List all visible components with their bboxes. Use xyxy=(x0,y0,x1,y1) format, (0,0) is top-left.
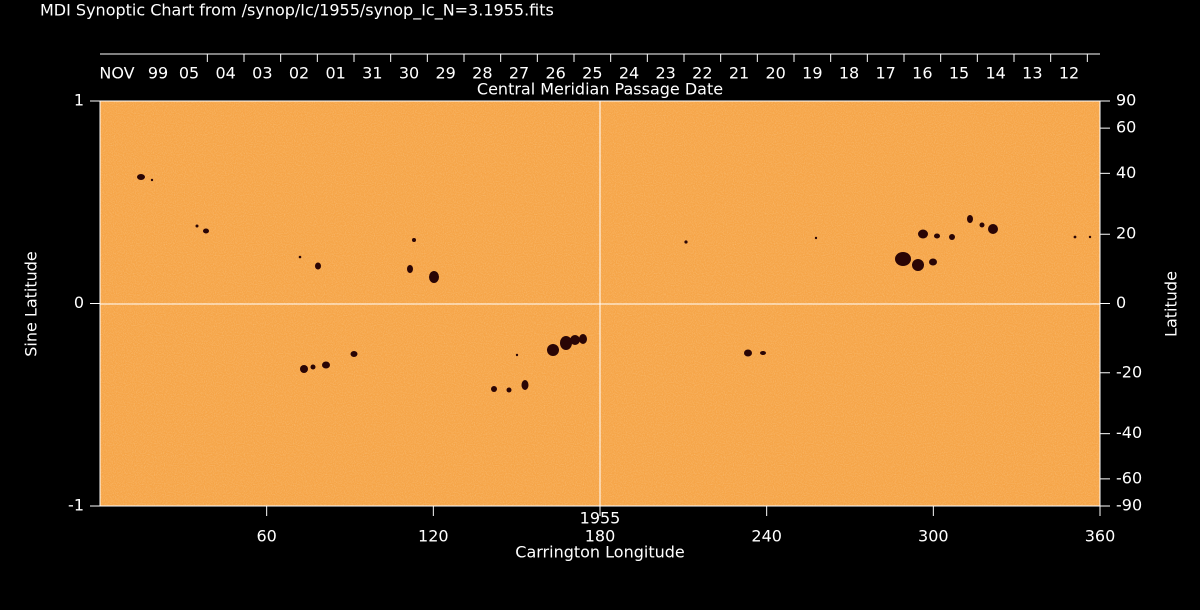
x-tick-label: 120 xyxy=(418,527,449,546)
x-axis-label: Carrington Longitude xyxy=(515,543,684,562)
x-tick-label: 300 xyxy=(918,527,949,546)
top-axis-date: 02 xyxy=(289,64,309,83)
top-axis-date: 18 xyxy=(839,64,859,83)
y-tick-label: -1 xyxy=(68,496,84,515)
y2-tick-label: 40 xyxy=(1116,163,1136,182)
top-axis-prefix: NOV xyxy=(99,64,134,83)
rotation-label: 1955 xyxy=(580,509,621,528)
top-axis-date: 14 xyxy=(985,64,1005,83)
y-axis-label: Sine Latitude xyxy=(22,251,41,357)
top-axis-label: Central Meridian Passage Date xyxy=(477,80,723,99)
top-axis-date: 29 xyxy=(435,64,455,83)
top-axis-date: 17 xyxy=(875,64,895,83)
y2-tick-label: -60 xyxy=(1116,468,1142,487)
top-axis-date: 21 xyxy=(729,64,749,83)
top-axis-date: 20 xyxy=(765,64,785,83)
y2-tick-label: 20 xyxy=(1116,224,1136,243)
x-tick-label: 360 xyxy=(1085,527,1116,546)
top-axis-date: 05 xyxy=(179,64,199,83)
top-axis-date: 01 xyxy=(325,64,345,83)
top-axis-prefix: 99 xyxy=(148,64,168,83)
top-axis-date: 04 xyxy=(215,64,235,83)
top-axis-date: 28 xyxy=(472,64,492,83)
top-axis-date: 26 xyxy=(545,64,565,83)
top-axis-date: 27 xyxy=(509,64,529,83)
map xyxy=(99,53,1101,507)
top-axis-date: 13 xyxy=(1022,64,1042,83)
top-axis-date: 31 xyxy=(362,64,382,83)
y-tick-label: 0 xyxy=(74,293,84,312)
top-axis-date: 24 xyxy=(619,64,639,83)
top-axis-date: 23 xyxy=(655,64,675,83)
y2-tick-label: 60 xyxy=(1116,118,1136,137)
y2-axis-label: Latitude xyxy=(1162,271,1181,337)
top-axis-date: 19 xyxy=(802,64,822,83)
top-axis-date: 12 xyxy=(1059,64,1079,83)
x-tick-label: 240 xyxy=(751,527,782,546)
x-tick-label: 60 xyxy=(256,527,276,546)
top-axis-date: 25 xyxy=(582,64,602,83)
top-axis-date: 30 xyxy=(399,64,419,83)
y2-tick-label: -20 xyxy=(1116,362,1142,381)
y-tick-label: 1 xyxy=(74,91,84,110)
top-axis-date: 16 xyxy=(912,64,932,83)
y2-tick-label: 90 xyxy=(1116,91,1136,110)
chart-title: MDI Synoptic Chart from /synop/Ic/1955/s… xyxy=(40,1,554,21)
y2-tick-label: -90 xyxy=(1116,496,1142,515)
top-axis-date: 22 xyxy=(692,64,712,83)
sunspots xyxy=(137,174,1092,393)
y2-tick-label: 0 xyxy=(1116,293,1126,312)
y2-tick-label: -40 xyxy=(1116,423,1142,442)
top-axis-date: 03 xyxy=(252,64,272,83)
x-tick-label: 180 xyxy=(585,527,616,546)
top-axis-date: 15 xyxy=(949,64,969,83)
